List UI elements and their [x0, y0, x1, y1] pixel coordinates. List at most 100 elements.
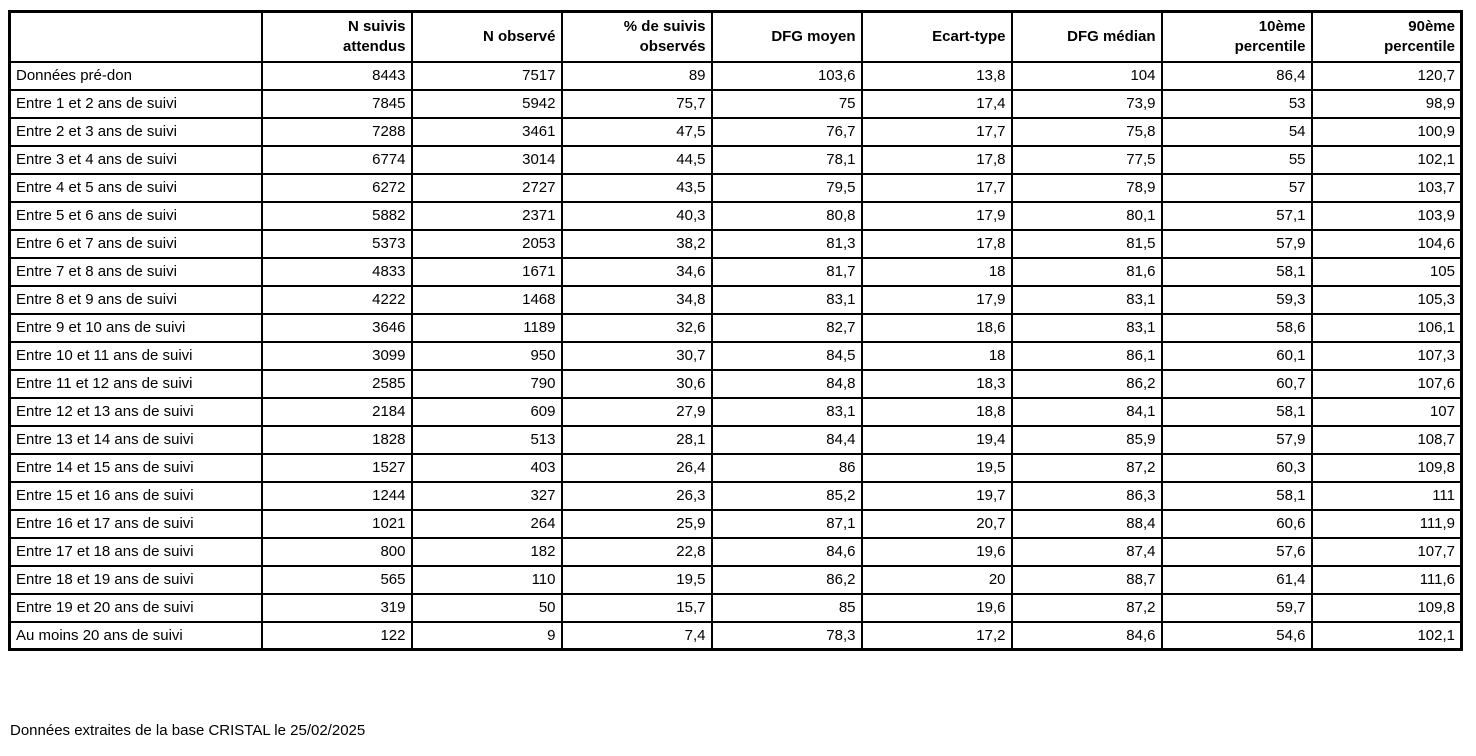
data-cell: 61,4: [1160, 564, 1313, 595]
data-cell: 1021: [260, 508, 413, 539]
data-cell: 32,6: [560, 312, 713, 343]
data-cell: 1189: [410, 312, 563, 343]
data-cell: 34,6: [560, 256, 713, 287]
data-cell: 18,8: [860, 396, 1013, 427]
data-cell: 19,5: [560, 564, 713, 595]
table-row: Entre 18 et 19 ans de suivi 565 110 19,5 86,…: [8, 564, 1463, 595]
data-cell: 84,4: [710, 424, 863, 455]
data-cell: 79,5: [710, 172, 863, 203]
data-cell: 87,4: [1010, 536, 1163, 567]
data-cell: 5882: [260, 200, 413, 231]
table-row: Entre 6 et 7 ans de suivi 5373 2053 38,2 81,…: [8, 228, 1463, 259]
data-cell: 28,1: [560, 424, 713, 455]
data-cell: 2585: [260, 368, 413, 399]
data-cell: 75,7: [560, 88, 713, 119]
data-cell: 44,5: [560, 144, 713, 175]
data-cell: 43,5: [560, 172, 713, 203]
data-cell: 85: [710, 592, 863, 623]
data-cell: 800: [260, 536, 413, 567]
data-cell: 7517: [410, 60, 563, 91]
data-cell: 73,9: [1010, 88, 1163, 119]
data-cell: 107,3: [1310, 340, 1463, 371]
data-cell: 3014: [410, 144, 563, 175]
data-cell: 950: [410, 340, 563, 371]
data-cell: 100,9: [1310, 116, 1463, 147]
data-cell: 4222: [260, 284, 413, 315]
data-cell: 120,7: [1310, 60, 1463, 91]
data-cell: 102,1: [1310, 144, 1463, 175]
data-cell: 19,4: [860, 424, 1013, 455]
data-cell: 38,2: [560, 228, 713, 259]
data-cell: 19,6: [860, 592, 1013, 623]
data-cell: 26,4: [560, 452, 713, 483]
data-cell: 85,9: [1010, 424, 1163, 455]
data-cell: 20,7: [860, 508, 1013, 539]
data-cell: 58,6: [1160, 312, 1313, 343]
data-cell: 319: [260, 592, 413, 623]
data-cell: 7288: [260, 116, 413, 147]
data-cell: 17,2: [860, 620, 1013, 651]
data-source-note: Données extraites de la base CRISTAL le …: [10, 722, 366, 739]
column-header-dfg-moyen: DFG moyen: [710, 10, 863, 63]
data-cell: 34,8: [560, 284, 713, 315]
data-cell: 47,5: [560, 116, 713, 147]
table-row: Entre 17 et 18 ans de suivi 800 182 22,8 84,…: [8, 536, 1463, 567]
row-label: Entre 13 et 14 ans de suivi: [8, 424, 263, 455]
row-label: Entre 1 et 2 ans de suivi: [8, 88, 263, 119]
row-label: Entre 16 et 17 ans de suivi: [8, 508, 263, 539]
column-header-10e-percentile: 10ème percentile: [1160, 10, 1313, 63]
data-cell: 98,9: [1310, 88, 1463, 119]
data-cell: 103,7: [1310, 172, 1463, 203]
row-label: Entre 10 et 11 ans de suivi: [8, 340, 263, 371]
data-cell: 403: [410, 452, 563, 483]
data-cell: 18,6: [860, 312, 1013, 343]
table-row: Entre 5 et 6 ans de suivi 5882 2371 40,3 80,…: [8, 200, 1463, 231]
data-cell: 60,6: [1160, 508, 1313, 539]
row-label: Entre 18 et 19 ans de suivi: [8, 564, 263, 595]
data-cell: 60,1: [1160, 340, 1313, 371]
table-row: Entre 9 et 10 ans de suivi 3646 1189 32,6 82…: [8, 312, 1463, 343]
data-cell: 103,9: [1310, 200, 1463, 231]
table-row: Entre 12 et 13 ans de suivi 2184 609 27,9 83…: [8, 396, 1463, 427]
data-cell: 17,9: [860, 284, 1013, 315]
table-row: Entre 15 et 16 ans de suivi 1244 327 26,3 85…: [8, 480, 1463, 511]
data-cell: 3461: [410, 116, 563, 147]
data-cell: 84,6: [710, 536, 863, 567]
data-cell: 26,3: [560, 480, 713, 511]
data-cell: 83,1: [710, 396, 863, 427]
data-cell: 327: [410, 480, 563, 511]
row-label: Entre 2 et 3 ans de suivi: [8, 116, 263, 147]
data-cell: 87,2: [1010, 452, 1163, 483]
table-row: Entre 16 et 17 ans de suivi 1021 264 25,9 87…: [8, 508, 1463, 539]
data-cell: 18: [860, 256, 1013, 287]
data-cell: 81,7: [710, 256, 863, 287]
column-header-dfg-median: DFG médian: [1010, 10, 1163, 63]
data-cell: 78,3: [710, 620, 863, 651]
data-cell: 19,7: [860, 480, 1013, 511]
data-cell: 105,3: [1310, 284, 1463, 315]
table-body: Données pré-don 8443 7517 89 103,6 13,8 104 86,…: [8, 60, 1463, 651]
data-cell: 790: [410, 368, 563, 399]
data-cell: 89: [560, 60, 713, 91]
row-label: Entre 15 et 16 ans de suivi: [8, 480, 263, 511]
data-cell: 8443: [260, 60, 413, 91]
data-cell: 18: [860, 340, 1013, 371]
data-cell: 109,8: [1310, 592, 1463, 623]
data-cell: 1468: [410, 284, 563, 315]
data-cell: 87,1: [710, 508, 863, 539]
data-cell: 105: [1310, 256, 1463, 287]
follow-up-dfg-table: N suivis attendus N observé% de suivis ob…: [8, 10, 1463, 651]
row-label: Entre 8 et 9 ans de suivi: [8, 284, 263, 315]
data-cell: 86,4: [1160, 60, 1313, 91]
data-cell: 17,4: [860, 88, 1013, 119]
column-header-n-suivis-attendus: N suivis attendus: [260, 10, 413, 63]
data-cell: 86,3: [1010, 480, 1163, 511]
table-row: Entre 7 et 8 ans de suivi 4833 1671 34,6 81,…: [8, 256, 1463, 287]
table-row: Entre 14 et 15 ans de suivi 1527 403 26,4 86…: [8, 452, 1463, 483]
data-cell: 85,2: [710, 480, 863, 511]
data-cell: 104,6: [1310, 228, 1463, 259]
data-cell: 102,1: [1310, 620, 1463, 651]
data-cell: 111,9: [1310, 508, 1463, 539]
data-cell: 104: [1010, 60, 1163, 91]
data-cell: 84,5: [710, 340, 863, 371]
